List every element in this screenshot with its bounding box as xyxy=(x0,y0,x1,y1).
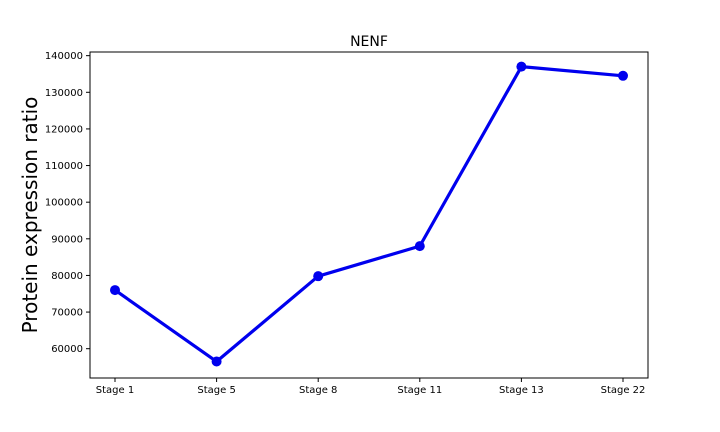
series-layer xyxy=(110,61,628,367)
y-tick-label: 90000 xyxy=(51,234,83,245)
data-point xyxy=(516,61,527,72)
chart-title: NENF xyxy=(350,34,388,50)
data-point xyxy=(313,271,324,282)
y-tick-label: 100000 xyxy=(45,198,83,209)
y-tick-label: 130000 xyxy=(45,88,83,99)
y-tick-label: 110000 xyxy=(45,161,83,172)
x-tick-label: Stage 13 xyxy=(499,385,544,396)
y-axis-label: Protein expression ratio xyxy=(18,97,42,334)
y-tick-label: 60000 xyxy=(51,344,83,355)
plot-area-frame xyxy=(89,51,649,379)
x-tick-label: Stage 22 xyxy=(601,385,646,396)
x-tick-label: Stage 1 xyxy=(96,385,134,396)
data-point xyxy=(211,356,222,367)
y-tick-label: 70000 xyxy=(51,308,83,319)
x-axis: Stage 1 Stage 5 Stage 8 Stage 11 Stage 13 Sta… xyxy=(96,378,646,396)
x-tick-label: Stage 5 xyxy=(197,385,235,396)
y-tick-label: 140000 xyxy=(45,51,83,62)
data-point xyxy=(414,241,425,252)
x-tick-label: Stage 11 xyxy=(397,385,442,396)
data-point xyxy=(618,70,628,81)
data-point xyxy=(110,285,120,296)
x-tick-label: Stage 8 xyxy=(299,385,337,396)
y-tick-label: 80000 xyxy=(51,271,83,282)
y-axis: 60000 70000 80000 90000 100000 110000 120000 13… xyxy=(45,51,90,355)
series-line xyxy=(114,65,624,364)
y-tick-label: 120000 xyxy=(45,124,83,135)
